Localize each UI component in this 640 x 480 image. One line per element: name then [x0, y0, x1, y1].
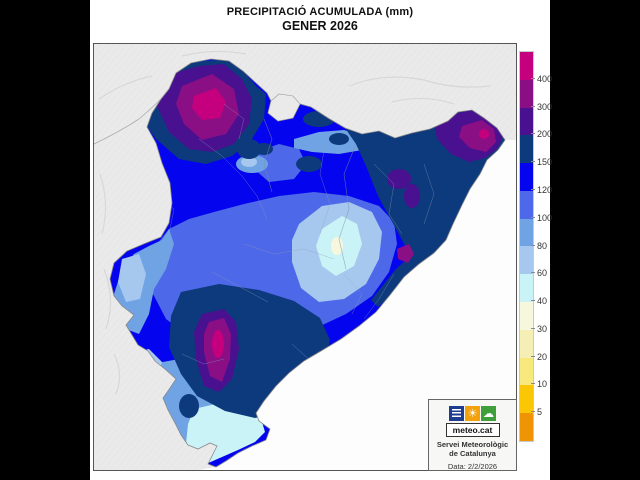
title-line-2: GENER 2026: [282, 19, 358, 33]
andorra-enclave: [267, 93, 301, 122]
legend-band: [520, 413, 533, 441]
legend-band: [520, 190, 533, 219]
credit-box: ☀ ☁ meteo.cat Servei Meteorològic de Cat…: [428, 399, 517, 471]
legend-band: [520, 385, 533, 414]
legend-label: 200: [530, 129, 553, 140]
legend-band: [520, 218, 533, 247]
legend-label: 300: [530, 101, 553, 112]
menu-icon: [449, 406, 464, 421]
legend-band: [520, 52, 533, 80]
legend-label: 80: [530, 240, 548, 251]
legend-band: [520, 274, 533, 303]
legend-color-bar: [519, 51, 534, 442]
legend-band: [520, 79, 533, 108]
map-date: Data: 2/2/2026: [447, 462, 498, 471]
relief-lines: [98, 50, 491, 395]
legend-label: 40: [530, 296, 548, 307]
legend-label: 10: [530, 379, 548, 390]
sun-icon: ☀: [465, 406, 480, 421]
legend-label: 100: [530, 212, 553, 223]
meteocat-logo-text: meteo.cat: [445, 423, 500, 437]
legend-band: [520, 163, 533, 191]
legend-labels: 400 300 200 150 120 100 80 60 40 30 20 10 5: [530, 51, 563, 440]
comarca-borders: [153, 103, 435, 390]
title-line-1: PRECIPITACIÓ ACUMULADA (mm): [226, 6, 414, 18]
legend-band: [520, 135, 533, 164]
legend-band: [520, 329, 533, 358]
france-border: [94, 98, 162, 145]
legend-band: [520, 302, 533, 330]
legend-band: [520, 246, 533, 275]
catalonia-outline: [109, 58, 506, 468]
cloud-icon: ☁: [481, 406, 496, 421]
org-line-1: Servei Meteorològic: [436, 440, 509, 449]
legend-label: 400: [530, 73, 553, 84]
org-line-2: de Catalunya: [449, 449, 496, 458]
sea: [199, 140, 516, 470]
legend-label: 150: [530, 157, 553, 168]
legend-band: [520, 357, 533, 386]
legend-label: 5: [530, 407, 543, 418]
map-title: PRECIPITACIÓ ACUMULADA (mm) GENER 2026: [90, 6, 550, 33]
org-name: Servei Meteorològic de Catalunya: [429, 440, 516, 458]
legend-band: [520, 107, 533, 136]
legend-label: 60: [530, 268, 548, 279]
legend-label: 30: [530, 323, 548, 334]
province-borders: [263, 118, 357, 270]
meteocat-logo: ☀ ☁: [429, 406, 516, 421]
legend-label: 120: [530, 184, 553, 195]
legend-label: 20: [530, 351, 548, 362]
